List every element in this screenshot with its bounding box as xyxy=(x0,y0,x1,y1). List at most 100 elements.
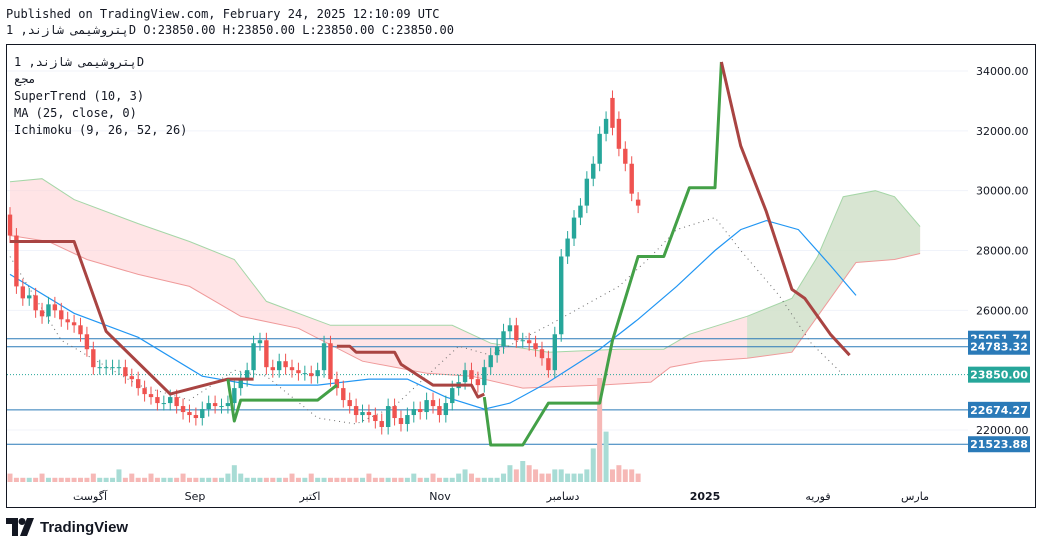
candle-body[interactable] xyxy=(398,418,404,425)
candle-body[interactable] xyxy=(251,343,256,371)
candle-body[interactable] xyxy=(565,238,570,257)
candle-body[interactable] xyxy=(123,367,128,377)
candle-body[interactable] xyxy=(116,367,122,369)
candle-body[interactable] xyxy=(302,373,308,375)
supertrend-down-line[interactable] xyxy=(719,61,851,357)
candle-body[interactable] xyxy=(14,235,19,287)
candle-body[interactable] xyxy=(238,379,243,389)
moving-average-line[interactable] xyxy=(9,219,857,410)
candle-body[interactable] xyxy=(411,409,416,416)
candle-body[interactable] xyxy=(475,379,481,386)
price-tag-box[interactable] xyxy=(968,338,1030,355)
candle-body[interactable] xyxy=(334,379,340,389)
candle-body[interactable] xyxy=(264,340,269,368)
candle-body[interactable] xyxy=(501,331,506,347)
candle-body[interactable] xyxy=(174,397,179,407)
candle-body[interactable] xyxy=(424,400,429,413)
tradingview-brand[interactable]: TradingView xyxy=(40,518,129,536)
candle-body[interactable] xyxy=(418,409,423,413)
candle-body[interactable] xyxy=(591,163,596,179)
candle-body[interactable] xyxy=(597,133,602,164)
candle-body[interactable] xyxy=(437,406,442,416)
candle-body[interactable] xyxy=(539,349,545,359)
candle-body[interactable] xyxy=(193,415,199,419)
candle-body[interactable] xyxy=(135,379,141,389)
candle-body[interactable] xyxy=(187,412,192,416)
candle-body[interactable] xyxy=(494,346,500,356)
candle-body[interactable] xyxy=(168,397,173,404)
candle-body[interactable] xyxy=(552,334,557,371)
candle-body[interactable] xyxy=(533,343,538,350)
candle-body[interactable] xyxy=(206,403,211,410)
candle-body[interactable] xyxy=(360,412,365,416)
candle-body[interactable] xyxy=(571,217,577,239)
candle-body[interactable] xyxy=(488,355,493,368)
candle-body[interactable] xyxy=(219,406,224,408)
candle-body[interactable] xyxy=(65,319,70,323)
candle-body[interactable] xyxy=(270,367,275,371)
candle-body[interactable] xyxy=(328,343,333,380)
price-tag-box[interactable] xyxy=(968,436,1030,453)
candle-body[interactable] xyxy=(103,367,109,369)
candle-body[interactable] xyxy=(507,325,513,332)
candle-body[interactable] xyxy=(623,148,628,164)
candle-body[interactable] xyxy=(212,403,218,407)
candle-body[interactable] xyxy=(373,415,378,422)
candle-body[interactable] xyxy=(244,370,250,380)
candle-body[interactable] xyxy=(59,310,64,320)
candle-body[interactable] xyxy=(603,118,609,134)
candle-body[interactable] xyxy=(289,367,295,371)
candle-body[interactable] xyxy=(526,340,532,344)
legend-symbol[interactable]: پتروشیمی شازند, 1D xyxy=(14,55,145,69)
candle-body[interactable] xyxy=(46,304,51,317)
candle-body[interactable] xyxy=(180,406,186,413)
candle-body[interactable] xyxy=(33,295,38,311)
candle-body[interactable] xyxy=(27,295,32,299)
legend-supertrend[interactable]: SuperTrend (10, 3) xyxy=(14,89,145,103)
legend-ma[interactable]: MA (25, close, 0) xyxy=(14,106,137,120)
candle-body[interactable] xyxy=(482,367,487,386)
candle-body[interactable] xyxy=(610,97,615,128)
candle-body[interactable] xyxy=(39,310,45,317)
candle-body[interactable] xyxy=(379,421,384,428)
candle-body[interactable] xyxy=(110,367,115,369)
candle-body[interactable] xyxy=(578,205,583,218)
candle-body[interactable] xyxy=(200,409,205,419)
supertrend-up-line[interactable] xyxy=(226,378,338,423)
candle-body[interactable] xyxy=(52,304,58,311)
candle-body[interactable] xyxy=(520,340,525,342)
candle-body[interactable] xyxy=(161,403,167,405)
candle-body[interactable] xyxy=(321,343,327,371)
candle-body[interactable] xyxy=(276,361,282,371)
candle-body[interactable] xyxy=(155,397,160,404)
candle-body[interactable] xyxy=(225,403,231,407)
supertrend-up-line[interactable] xyxy=(482,61,723,447)
candle-body[interactable] xyxy=(257,340,263,344)
candle-body[interactable] xyxy=(366,412,372,416)
candle-body[interactable] xyxy=(129,376,134,380)
candle-body[interactable] xyxy=(629,163,634,194)
candle-body[interactable] xyxy=(347,400,352,407)
candle-body[interactable] xyxy=(635,199,641,206)
candle-body[interactable] xyxy=(232,388,237,404)
supertrend-down-line[interactable] xyxy=(336,344,485,399)
candle-body[interactable] xyxy=(20,286,26,299)
price-tag-box[interactable] xyxy=(968,366,1030,383)
candle-body[interactable] xyxy=(309,373,314,377)
supertrend-down-line[interactable] xyxy=(10,240,254,396)
candle-body[interactable] xyxy=(7,214,13,236)
candle-body[interactable] xyxy=(514,325,519,341)
candle-body[interactable] xyxy=(142,388,147,395)
candle-body[interactable] xyxy=(385,406,391,428)
candle-body[interactable] xyxy=(546,358,551,371)
candle-body[interactable] xyxy=(353,406,359,416)
candle-body[interactable] xyxy=(296,370,301,374)
candle-body[interactable] xyxy=(78,325,83,335)
candle-body[interactable] xyxy=(84,334,90,350)
candle-body[interactable] xyxy=(148,394,154,398)
candle-body[interactable] xyxy=(97,367,102,369)
price-tag-box[interactable] xyxy=(968,401,1030,418)
candle-body[interactable] xyxy=(283,361,288,368)
candle-body[interactable] xyxy=(430,400,436,407)
